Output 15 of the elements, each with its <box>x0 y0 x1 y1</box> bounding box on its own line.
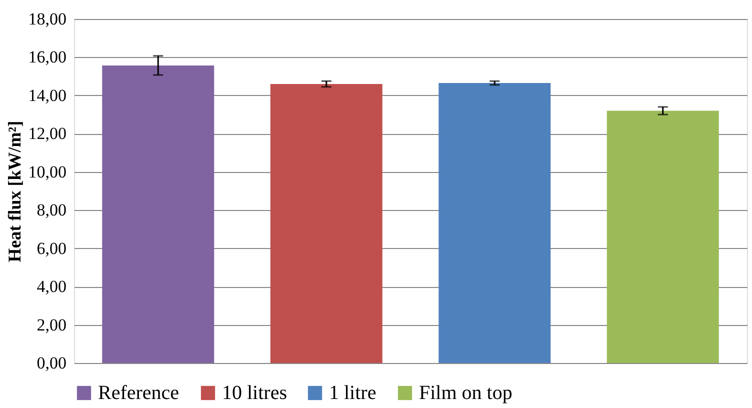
y-axis-title: Heat flux [kW/m²] <box>4 120 24 262</box>
y-tick-label: 12,00 <box>28 124 66 144</box>
y-tick-label: 16,00 <box>28 48 66 67</box>
y-tick-label: 4,00 <box>36 277 66 296</box>
y-tick-label: 8,00 <box>36 200 66 220</box>
y-tick-label: 2,00 <box>36 315 66 334</box>
y-tick-label: 18,00 <box>28 10 66 28</box>
y-tick-label: 10,00 <box>28 162 66 182</box>
legend-label: Film on top <box>419 382 512 404</box>
legend-label: Reference <box>98 382 180 404</box>
legend-label: 1 litre <box>329 382 376 404</box>
y-tick-label: 0,00 <box>36 354 66 372</box>
legend-label: 10 litres <box>222 382 288 404</box>
y-tick-label: 14,00 <box>28 86 66 105</box>
y-tick-label: 6,00 <box>36 238 66 258</box>
